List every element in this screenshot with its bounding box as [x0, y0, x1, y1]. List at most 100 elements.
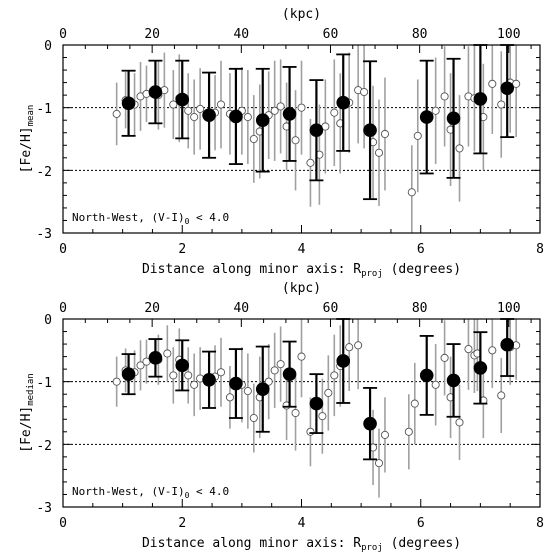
panel-median: 0 2 4 6 8 0 -1 -2 -3 0 20 40 60 80 100 (… — [19, 281, 544, 553]
star-point — [330, 371, 339, 380]
star-point — [190, 380, 199, 389]
star-point — [324, 388, 333, 397]
star-point — [249, 134, 258, 144]
panel-median-marks — [63, 318, 540, 498]
sample-annotation: North-West, (V-I)0 < 4.0 — [72, 211, 229, 226]
top-tick-label: 60 — [323, 27, 339, 42]
star-point — [184, 371, 193, 380]
star-point — [410, 399, 419, 408]
top-tick-label: 20 — [144, 27, 160, 42]
top-tick-label: 100 — [497, 27, 520, 42]
sample-annotation-main: North-West, (V-I) — [72, 211, 185, 224]
left-tick-label: -2 — [36, 439, 52, 454]
star-point — [297, 352, 306, 361]
star-point — [243, 113, 252, 122]
sample-annotation: North-West, (V-I)0 < 4.0 — [72, 485, 229, 500]
star-point — [464, 345, 473, 354]
bin-point — [148, 351, 163, 365]
star-point — [306, 158, 315, 167]
bin-point — [175, 92, 190, 107]
top-tick-label: 20 — [144, 301, 160, 316]
bottom-tick-label: 8 — [536, 516, 544, 531]
panel-mean-tick-labels: 0 2 4 6 8 0 -1 -2 -3 0 20 40 60 80 100 — [36, 27, 544, 257]
bin-point — [255, 113, 270, 127]
bottom-tick-label: 8 — [536, 242, 544, 257]
y-axis-label-main: [Fe/H] — [19, 126, 34, 173]
sample-annotation-sub: 0 — [185, 491, 190, 500]
bin-point — [202, 108, 216, 122]
star-point — [497, 391, 506, 400]
y-axis-label: [Fe/H]median — [19, 373, 36, 452]
star-point — [291, 136, 300, 145]
star-point — [249, 413, 258, 423]
y-axis-label-main: [Fe/H] — [19, 406, 34, 453]
star-point — [112, 109, 121, 118]
bin-point — [363, 123, 377, 138]
y-axis-label: [Fe/H]mean — [19, 105, 36, 174]
star-point — [380, 430, 390, 439]
bottom-tick-label: 6 — [417, 516, 425, 531]
star-point — [163, 349, 172, 358]
star-point — [497, 100, 506, 109]
star-point — [407, 188, 416, 197]
star-point — [413, 131, 422, 140]
top-tick-label: 40 — [233, 301, 249, 316]
bottom-tick-label: 0 — [59, 242, 67, 257]
y-axis-label-sub: median — [26, 373, 36, 406]
star-point — [345, 343, 354, 352]
star-point — [354, 341, 363, 350]
bin-point — [500, 81, 515, 96]
x-axis-label-tail: (degrees) — [383, 262, 461, 277]
star-point — [216, 368, 226, 377]
sample-annotation-sub: 0 — [185, 217, 190, 226]
star-point — [276, 102, 285, 111]
top-tick-label: 60 — [323, 301, 339, 316]
left-tick-label: 0 — [44, 313, 52, 328]
star-point — [196, 104, 205, 113]
bin-point — [500, 337, 515, 352]
left-tick-label: -3 — [36, 501, 52, 516]
star-point — [169, 100, 178, 109]
bin-point — [446, 373, 461, 388]
star-point — [488, 79, 497, 88]
bin-point — [282, 367, 297, 381]
bin-point — [121, 96, 136, 111]
bin-point — [121, 367, 136, 381]
star-point — [306, 427, 315, 436]
panel-mean-ticks — [62, 44, 541, 234]
star-point — [431, 106, 440, 115]
star-point — [404, 427, 413, 436]
bin-point — [473, 361, 488, 375]
bottom-tick-label: 6 — [417, 242, 425, 257]
star-point — [431, 380, 440, 389]
bin-point — [175, 358, 190, 373]
star-point — [276, 360, 285, 369]
y-axis-label-sub: mean — [26, 105, 36, 127]
x-axis-label-sub: proj — [361, 269, 383, 279]
bin-point — [202, 372, 216, 387]
star-point — [184, 106, 193, 115]
bottom-tick-label: 4 — [298, 516, 306, 531]
star-point — [318, 412, 327, 421]
panel-median-ticks — [62, 318, 541, 508]
sample-annotation-tail: < 4.0 — [189, 485, 229, 498]
star-point — [270, 366, 279, 375]
star-point — [190, 113, 199, 122]
star-point — [216, 100, 226, 109]
bin-point — [309, 396, 324, 411]
star-point — [225, 393, 234, 402]
x-axis-label: Distance along minor axis: Rproj (degree… — [142, 262, 461, 279]
top-tick-label: 80 — [412, 301, 428, 316]
top-tick-label: 40 — [233, 27, 249, 42]
star-point — [380, 129, 390, 139]
star-point — [243, 387, 252, 396]
bottom-tick-label: 0 — [59, 516, 67, 531]
bin-point — [363, 416, 377, 431]
left-tick-label: -1 — [36, 376, 52, 391]
star-point — [440, 353, 449, 362]
left-tick-label: 0 — [44, 39, 52, 54]
top-tick-label: 80 — [412, 27, 428, 42]
sample-annotation-main: North-West, (V-I) — [72, 485, 185, 498]
star-point — [455, 418, 464, 427]
left-tick-label: -1 — [36, 102, 52, 117]
